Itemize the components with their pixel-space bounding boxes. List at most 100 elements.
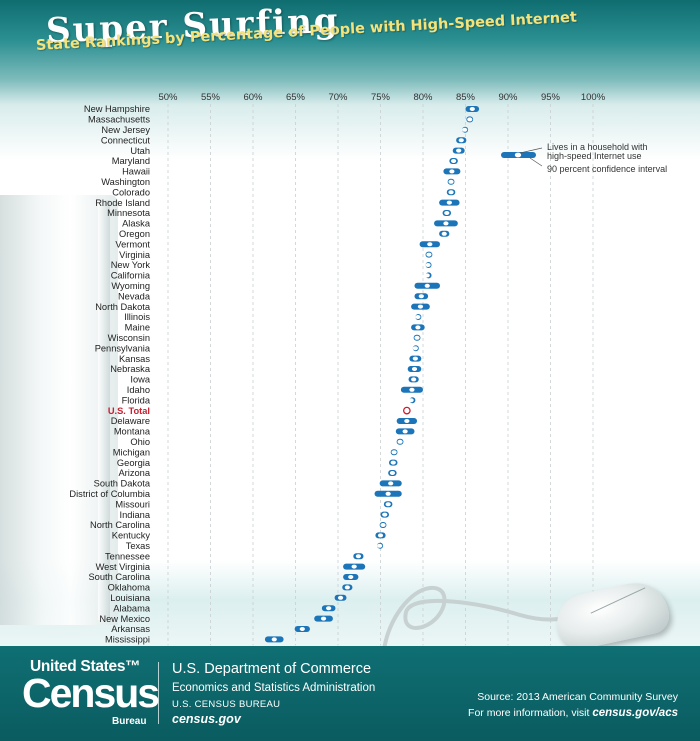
state-label: West Virginia — [96, 562, 151, 572]
state-label: Arkansas — [111, 624, 150, 634]
state-label: Virginia — [119, 250, 151, 260]
us-total-point — [402, 406, 411, 415]
mouse-cable — [382, 585, 577, 646]
state-row: Wisconsin — [108, 333, 421, 343]
state-label: Minnesota — [107, 208, 151, 218]
estimate-point — [348, 575, 354, 579]
state-row: Missouri — [115, 499, 393, 509]
state-row: Indiana — [119, 510, 389, 520]
state-row: Mississippi — [105, 635, 284, 645]
state-row: Michigan — [113, 447, 398, 457]
state-label: Washington — [101, 177, 150, 187]
state-label: Michigan — [113, 447, 150, 457]
state-row: Arkansas — [111, 624, 310, 634]
estimate-point — [426, 252, 432, 257]
state-row: Delaware — [111, 416, 418, 426]
logo-bureau: Bureau — [112, 716, 147, 727]
state-label: Montana — [114, 427, 151, 437]
acs-link[interactable]: census.gov/acs — [592, 707, 678, 719]
legend-leader-ci — [529, 157, 543, 167]
x-tick-label: 90% — [498, 92, 518, 103]
state-label: Nevada — [118, 291, 151, 301]
state-row: North Carolina — [90, 520, 387, 530]
state-label: North Dakota — [95, 302, 151, 312]
state-label: Illinois — [124, 312, 150, 322]
state-label: Texas — [126, 541, 151, 551]
estimate-point — [458, 138, 464, 143]
estimate-point — [337, 595, 344, 600]
x-tick-label: 100% — [581, 92, 606, 103]
estimate-point — [391, 450, 397, 455]
state-label: Delaware — [111, 416, 150, 426]
estimate-point — [448, 179, 454, 184]
state-label: Kentucky — [112, 531, 151, 541]
estimate-point — [456, 148, 462, 153]
estimate-point — [469, 107, 475, 111]
footer-divider — [158, 662, 159, 724]
state-row: Ohio — [130, 437, 404, 447]
estimate-point — [355, 554, 361, 559]
estimate-point — [377, 533, 384, 538]
state-label: New Mexico — [99, 614, 150, 624]
estimate-point — [389, 471, 395, 475]
state-row: Pennsylvania — [95, 343, 419, 353]
state-row: Utah — [130, 146, 465, 156]
estimate-point — [385, 491, 391, 496]
more-info-note: For more information, visit census.gov/a… — [468, 707, 678, 719]
x-tick-label: 70% — [328, 92, 348, 103]
state-row: Nebraska — [110, 364, 422, 374]
state-label: Oklahoma — [108, 583, 151, 593]
state-row: Florida — [122, 395, 416, 405]
department-name: U.S. Department of Commerce — [172, 661, 372, 677]
state-row: Massachusetts — [88, 115, 474, 125]
estimate-point — [402, 429, 408, 434]
state-label: Missouri — [115, 499, 150, 509]
state-row: Kansas — [119, 354, 422, 364]
state-row: Alaska — [122, 219, 458, 229]
grid-layer — [167, 104, 594, 646]
x-tick-label: 85% — [456, 92, 476, 103]
state-row: South Carolina — [88, 572, 359, 582]
estimate-point — [425, 263, 431, 267]
state-label: New York — [111, 260, 151, 270]
state-row: Hawaii — [122, 167, 461, 177]
state-label: Idaho — [127, 385, 150, 395]
estimate-point — [412, 346, 418, 351]
state-label: Massachusetts — [88, 115, 150, 125]
state-row: Colorado — [112, 187, 456, 197]
state-label: New Jersey — [101, 125, 150, 135]
state-row: Minnesota — [107, 208, 452, 218]
x-tick-label: 55% — [201, 92, 221, 103]
estimate-point — [408, 398, 414, 403]
state-row: New Mexico — [99, 614, 333, 624]
state-row: Maine — [125, 323, 425, 333]
state-row: Wyoming — [111, 281, 440, 291]
estimate-point — [414, 335, 420, 340]
state-ranking-chart: 50% 55% 60% 65% 70% 75% 80% 85% 90% 95% 100% New H… — [69, 92, 667, 646]
state-row: District of Columbia — [69, 489, 402, 499]
state-row: Alabama — [113, 603, 336, 613]
state-label: Iowa — [130, 375, 150, 385]
administration-name: Economics and Statistics Administration — [172, 682, 376, 694]
state-label: Utah — [130, 146, 150, 156]
chart-legend: Lives in a household with high-speed Int… — [501, 142, 667, 174]
estimate-point — [320, 616, 327, 621]
estimate-point — [271, 637, 277, 642]
state-label: Louisiana — [110, 593, 151, 603]
state-label: Hawaii — [122, 167, 150, 177]
state-row: New Hampshire — [84, 104, 480, 114]
website-link[interactable]: census.gov — [172, 712, 241, 726]
state-label: U.S. Total — [108, 406, 150, 416]
state-row: Connecticut — [101, 135, 467, 145]
estimate-point — [404, 419, 410, 423]
state-row: Washington — [101, 177, 455, 187]
state-label: Wyoming — [111, 281, 150, 291]
state-label: Colorado — [112, 187, 150, 197]
state-label: Georgia — [117, 458, 151, 468]
more-info-prefix: For more information, visit — [468, 707, 590, 719]
estimate-point — [417, 304, 424, 309]
state-label: Oregon — [119, 229, 150, 239]
state-row: Nevada — [118, 291, 429, 301]
state-label: New Hampshire — [84, 104, 150, 114]
